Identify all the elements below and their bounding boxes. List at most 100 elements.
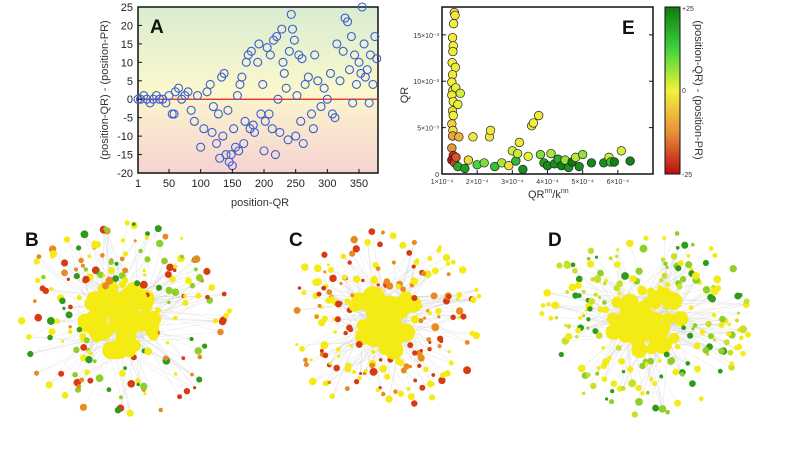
network-node — [383, 278, 391, 285]
network-node — [699, 328, 706, 335]
network-node — [337, 354, 341, 359]
data-point — [207, 127, 217, 137]
network-node — [165, 286, 173, 295]
data-point — [338, 46, 348, 56]
data-point — [240, 116, 250, 126]
network-node — [92, 240, 97, 245]
network-node — [316, 291, 322, 297]
data-point — [234, 146, 244, 156]
network-node — [662, 312, 675, 325]
network-node — [621, 272, 629, 280]
data-point — [310, 50, 320, 60]
network-node — [726, 331, 732, 337]
network-node — [203, 267, 211, 276]
network-node — [738, 293, 743, 298]
network-node — [82, 277, 89, 284]
network-node — [556, 262, 563, 269]
network-node — [738, 325, 747, 334]
network-node — [169, 275, 176, 283]
network-node — [129, 295, 145, 310]
network-node — [185, 277, 192, 285]
network-node — [208, 284, 216, 291]
network-node — [333, 364, 340, 372]
network-node — [32, 299, 37, 303]
network-node — [718, 322, 725, 328]
network-node — [303, 357, 308, 363]
data-point — [350, 50, 360, 60]
data-point — [332, 39, 342, 49]
network-node — [322, 352, 329, 359]
network-edge — [136, 338, 192, 341]
network-node — [343, 330, 348, 336]
network-node — [689, 380, 696, 387]
data-point — [281, 83, 291, 93]
network-node — [391, 260, 396, 265]
network-node — [411, 239, 417, 245]
network-node — [418, 318, 424, 324]
network-node — [675, 265, 682, 272]
network-node — [97, 271, 104, 279]
network-node — [446, 294, 452, 300]
network-node — [469, 330, 475, 337]
network-node — [577, 364, 586, 373]
network-node — [657, 358, 662, 363]
network-node — [370, 275, 379, 284]
network-node — [594, 255, 599, 259]
network-node — [353, 379, 360, 385]
data-point — [313, 76, 323, 86]
network-node — [328, 361, 332, 366]
network-node — [172, 268, 177, 273]
network-node — [677, 260, 684, 267]
network-node — [352, 245, 360, 253]
network-node — [89, 352, 94, 356]
network-node — [691, 271, 700, 280]
network-d — [539, 231, 751, 418]
data-point — [609, 157, 619, 167]
network-node — [163, 355, 169, 361]
network-node — [437, 315, 441, 319]
data-point — [523, 151, 533, 162]
network-node — [581, 313, 586, 318]
network-edge — [330, 269, 405, 296]
network-node — [350, 293, 355, 298]
network-node — [568, 283, 577, 292]
network-node — [167, 300, 171, 305]
network-node — [681, 325, 686, 331]
y-tick-label: 25 — [121, 2, 133, 14]
data-point — [335, 76, 345, 86]
data-point — [453, 99, 463, 110]
network-edge — [91, 343, 105, 354]
network-node — [717, 368, 723, 374]
network-node — [705, 320, 712, 328]
network-node — [595, 371, 600, 376]
colorbar-label: (position-QR) - (position-PR) — [692, 20, 704, 159]
data-point — [279, 68, 289, 78]
network-node — [428, 394, 436, 401]
network-node — [673, 311, 689, 327]
network-node — [399, 241, 407, 249]
data-point — [265, 50, 275, 60]
network-node — [602, 306, 610, 314]
network-node — [133, 239, 137, 243]
network-node — [334, 316, 341, 323]
network-node — [639, 244, 648, 253]
network-node — [181, 356, 186, 361]
data-point — [283, 135, 293, 145]
network-node — [299, 345, 305, 352]
network-node — [79, 377, 85, 383]
network-node — [393, 389, 398, 394]
network-node — [691, 327, 695, 331]
network-node — [611, 296, 623, 308]
network-node — [674, 344, 681, 350]
network-node — [423, 366, 429, 373]
network-node — [177, 394, 183, 400]
network-node — [139, 280, 148, 289]
network-node — [693, 342, 701, 350]
network-node — [702, 346, 710, 354]
data-point — [574, 161, 584, 172]
network-node — [686, 253, 691, 258]
y-tick-label: 20 — [121, 20, 133, 32]
network-node — [173, 372, 178, 376]
network-node — [411, 400, 418, 407]
network-node — [586, 256, 591, 261]
